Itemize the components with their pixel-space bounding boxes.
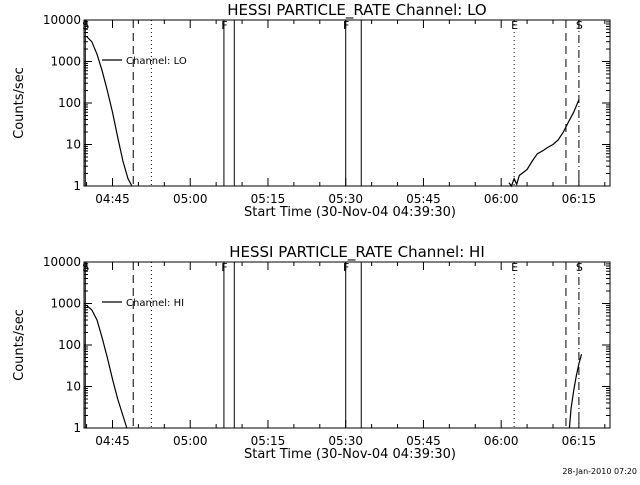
y-tick-label: 10 [66, 138, 81, 152]
event-marker-label: S [82, 261, 89, 274]
plot-frame [83, 261, 611, 429]
x-tick-label: 05:45 [406, 434, 441, 448]
event-marker-label: S [82, 19, 89, 32]
y-tick-label: 1 [73, 421, 81, 435]
event-marker-label: F [343, 261, 349, 274]
chart-title: HESSI PARTICLE_RATE Channel: LO [227, 1, 486, 20]
y-tick-label: 1 [73, 179, 81, 193]
x-axis-label: Start Time (30-Nov-04 04:39:30) [244, 447, 456, 462]
chart-panel-lo: HESSI PARTICLE_RATE Channel: LO Counts/se… [12, 1, 611, 220]
x-axis-label: Start Time (30-Nov-04 04:39:30) [244, 205, 456, 220]
x-tick-label: 05:30 [328, 192, 363, 206]
event-marker-label: S [576, 19, 583, 32]
x-tick-label: 05:00 [173, 434, 208, 448]
y-axis-label: Counts/sec [12, 309, 27, 381]
x-tick-label: 05:45 [406, 192, 441, 206]
x-tick-label: 05:30 [328, 434, 363, 448]
x-tick-label: 06:15 [562, 434, 597, 448]
y-tick-label: 100 [58, 338, 81, 352]
x-tick-label: 06:15 [562, 192, 597, 206]
event-marker-label: F [221, 19, 227, 32]
footer-timestamp: 28-Jan-2010 07:20 [562, 467, 637, 476]
series-line [508, 99, 580, 188]
series-line [86, 304, 128, 429]
y-tick-label: 1000 [50, 55, 81, 69]
chart-panel-hi: HESSI PARTICLE_RATE Channel: HI Counts/se… [12, 243, 611, 462]
x-tick-label: 04:45 [95, 434, 130, 448]
y-tick-label: 10 [66, 380, 81, 394]
event-marker-label: F [221, 261, 227, 274]
legend-label: Channel: HI [126, 298, 184, 309]
y-tick-label: 10000 [43, 255, 81, 269]
event-marker-label: F [343, 19, 349, 32]
x-tick-label: 04:45 [95, 192, 130, 206]
x-tick-label: 06:00 [484, 192, 519, 206]
y-tick-label: 100 [58, 96, 81, 110]
y-tick-label: 1000 [50, 297, 81, 311]
x-tick-label: 06:00 [484, 434, 519, 448]
y-tick-label: 10000 [43, 13, 81, 27]
x-tick-label: 05:15 [251, 434, 286, 448]
plot-frame [83, 19, 611, 187]
event-marker-label: E [511, 19, 518, 32]
x-tick-label: 05:15 [251, 192, 286, 206]
event-marker-label: S [576, 261, 583, 274]
event-marker-label: E [511, 261, 518, 274]
chart-title: HESSI PARTICLE_RATE Channel: HI [229, 243, 485, 262]
legend-label: Channel: LO [126, 56, 187, 67]
series-line [568, 354, 583, 429]
y-axis-label: Counts/sec [12, 67, 27, 139]
x-tick-label: 05:00 [173, 192, 208, 206]
series-line [86, 36, 133, 187]
